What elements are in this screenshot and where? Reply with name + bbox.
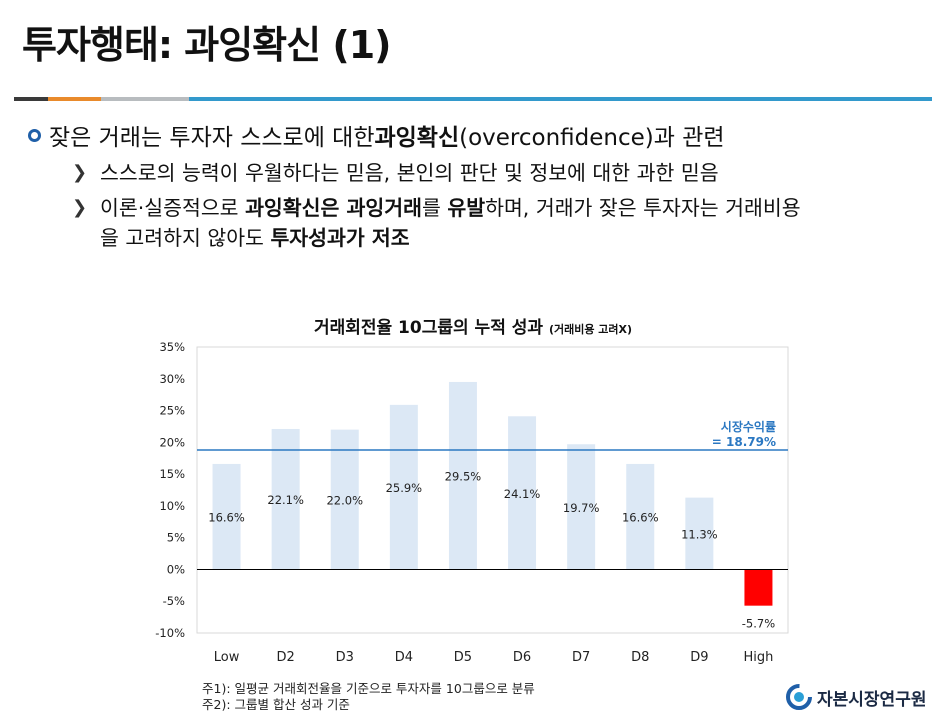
logo-text: 자본시장연구원 — [817, 689, 927, 710]
logo-mark-icon — [786, 684, 812, 710]
y-tick-label: -5% — [163, 594, 185, 608]
y-tick-label: 15% — [159, 467, 185, 481]
bar-d5 — [448, 381, 477, 570]
data-label: 19.7% — [563, 501, 600, 515]
x-tick-label: Low — [214, 650, 240, 665]
data-label: -5.7% — [742, 617, 775, 631]
market-label-2: = 18.79% — [712, 435, 776, 449]
sub-bullet-2: ❯ 이론·실증적으로 과잉확신은 과잉거래를 유발하며, 거래가 잦은 투자자는… — [72, 193, 801, 253]
chevron-right-icon: ❯ — [72, 162, 88, 183]
main-bullet-bold: 과잉확신 — [374, 125, 460, 151]
main-bullet: 잦은 거래는 투자자 스스로에 대한 과잉확신 (overconfidence)과… — [28, 118, 725, 152]
sub2-line2-pre: 을 고려하지 않아도 — [100, 226, 271, 250]
chart-title: 거래회전율 10그룹의 누적 성과 (거래비용 고려X) — [0, 313, 946, 338]
sub-bullet-1: ❯ 스스로의 능력이 우월하다는 믿음, 본인의 판단 및 정보에 대한 과한 … — [72, 158, 719, 188]
x-tick-label: D9 — [690, 650, 708, 665]
chevron-right-icon: ❯ — [72, 197, 88, 218]
header-rule-orange — [48, 97, 101, 101]
bar-d4 — [389, 404, 418, 570]
plot-area-frame — [196, 346, 789, 634]
bars: 16.6% 22.1% 22.0% 25.9% 29.5% 24.1% 19.7% 16.6%… — [208, 381, 775, 631]
y-axis: 35% 30% 25% 20% 15% 10% 5% 0% -5% -10% — [155, 340, 185, 640]
y-tick-label: 35% — [159, 340, 185, 354]
data-label: 16.6% — [622, 511, 659, 525]
data-label: 16.6% — [208, 511, 245, 525]
sub2-p2: 를 — [421, 196, 448, 220]
footnote-2: 주2): 그룹별 합산 성과 기준 — [202, 697, 350, 712]
data-label: 25.9% — [386, 481, 423, 495]
x-tick-label: D2 — [277, 650, 295, 665]
data-label: 29.5% — [445, 470, 482, 484]
sub2-p1: 이론·실증적으로 — [100, 196, 246, 220]
y-tick-label: 25% — [159, 404, 185, 418]
bar-low — [212, 463, 241, 570]
bar-d7 — [567, 444, 596, 570]
y-tick-label: 0% — [167, 562, 185, 576]
y-tick-label: 5% — [167, 531, 185, 545]
x-tick-label: D7 — [572, 650, 590, 665]
bar-d6 — [508, 416, 537, 570]
sub2-p3: 하며, 거래가 잦은 투자자는 거래비용 — [485, 196, 801, 220]
x-tick-label: D6 — [513, 650, 531, 665]
sub2-b1: 과잉확신은 과잉거래 — [245, 196, 422, 220]
chart-title-text: 거래회전율 10그룹의 누적 성과 — [313, 318, 544, 338]
y-tick-label: 20% — [159, 435, 185, 449]
page-title: 투자행태: 과잉확신 (1) — [22, 23, 392, 67]
bar-d3 — [330, 429, 359, 570]
main-bullet-post: (overconfidence)과 관련 — [459, 125, 725, 151]
market-label-1: 시장수익률 — [721, 420, 776, 434]
data-label: 22.0% — [326, 494, 363, 508]
x-tick-label: High — [744, 650, 774, 665]
sub2-b3: 투자성과가 저조 — [270, 226, 410, 250]
data-label: 24.1% — [504, 487, 541, 501]
header-rule-blue — [189, 97, 932, 101]
header-rule-dark — [14, 97, 48, 101]
header-rule-gray — [101, 97, 189, 101]
x-tick-label: D4 — [395, 650, 413, 665]
ring-bullet-icon — [28, 128, 41, 142]
x-tick-label: D3 — [336, 650, 354, 665]
footnote-1: 주1): 일평균 거래회전율을 기준으로 투자자를 10그룹으로 분류 — [202, 681, 535, 696]
bar-d8 — [626, 463, 655, 570]
x-axis: Low D2 D3 D4 D5 D6 D7 D8 D9 High — [214, 650, 774, 665]
sub-bullet-2-line1: 이론·실증적으로 과잉확신은 과잉거래를 유발하며, 거래가 잦은 투자자는 거… — [100, 193, 801, 223]
sub-bullet-1-text: 스스로의 능력이 우월하다는 믿음, 본인의 판단 및 정보에 대한 과한 믿음 — [100, 161, 719, 185]
y-tick-label: 10% — [159, 499, 185, 513]
data-label: 22.1% — [267, 493, 304, 507]
sub2-b2: 유발 — [447, 196, 486, 220]
x-tick-label: D8 — [631, 650, 649, 665]
y-tick-label: 30% — [159, 372, 185, 386]
bar-d2 — [271, 428, 300, 570]
main-bullet-pre: 잦은 거래는 투자자 스스로에 대한 — [49, 125, 375, 151]
logo: 자본시장연구원 — [786, 684, 926, 710]
sub-bullet-2-line2: 을 고려하지 않아도 투자성과가 저조 — [100, 223, 801, 253]
bar-d9 — [685, 497, 714, 570]
y-tick-label: -10% — [155, 626, 185, 640]
chart-title-note: (거래비용 고려X) — [548, 323, 633, 336]
x-tick-label: D5 — [454, 650, 472, 665]
data-label: 11.3% — [681, 528, 718, 542]
bar-high — [744, 569, 773, 606]
